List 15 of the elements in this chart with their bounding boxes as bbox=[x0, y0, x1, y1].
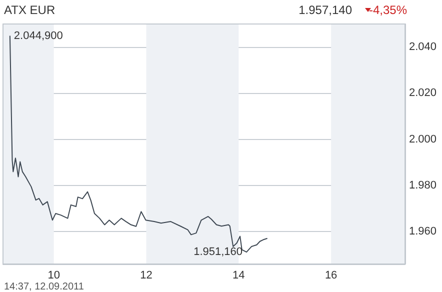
x-tick-label: 16 bbox=[324, 270, 338, 282]
annotation: 1.951,160 bbox=[194, 246, 243, 258]
text: 1.957,140 bbox=[298, 3, 352, 17]
y-tick-label: 1.960 bbox=[409, 226, 437, 238]
x-tick-label: 10 bbox=[48, 270, 60, 282]
chart-title: ATX EUR bbox=[4, 3, 56, 17]
y-tick-label: 1.980 bbox=[409, 180, 437, 192]
x-tick-label: 14 bbox=[232, 270, 245, 282]
x-tick-label: 12 bbox=[140, 270, 152, 282]
y-tick-label: 2.000 bbox=[409, 133, 437, 146]
y-tick-label: 2.020 bbox=[409, 87, 437, 100]
annotation: 2.044,900 bbox=[14, 30, 63, 42]
text: 14:37, 12.09.2011 bbox=[4, 282, 84, 292]
y-tick-label: 2.040 bbox=[409, 41, 437, 54]
text: -4,35% bbox=[368, 3, 408, 17]
